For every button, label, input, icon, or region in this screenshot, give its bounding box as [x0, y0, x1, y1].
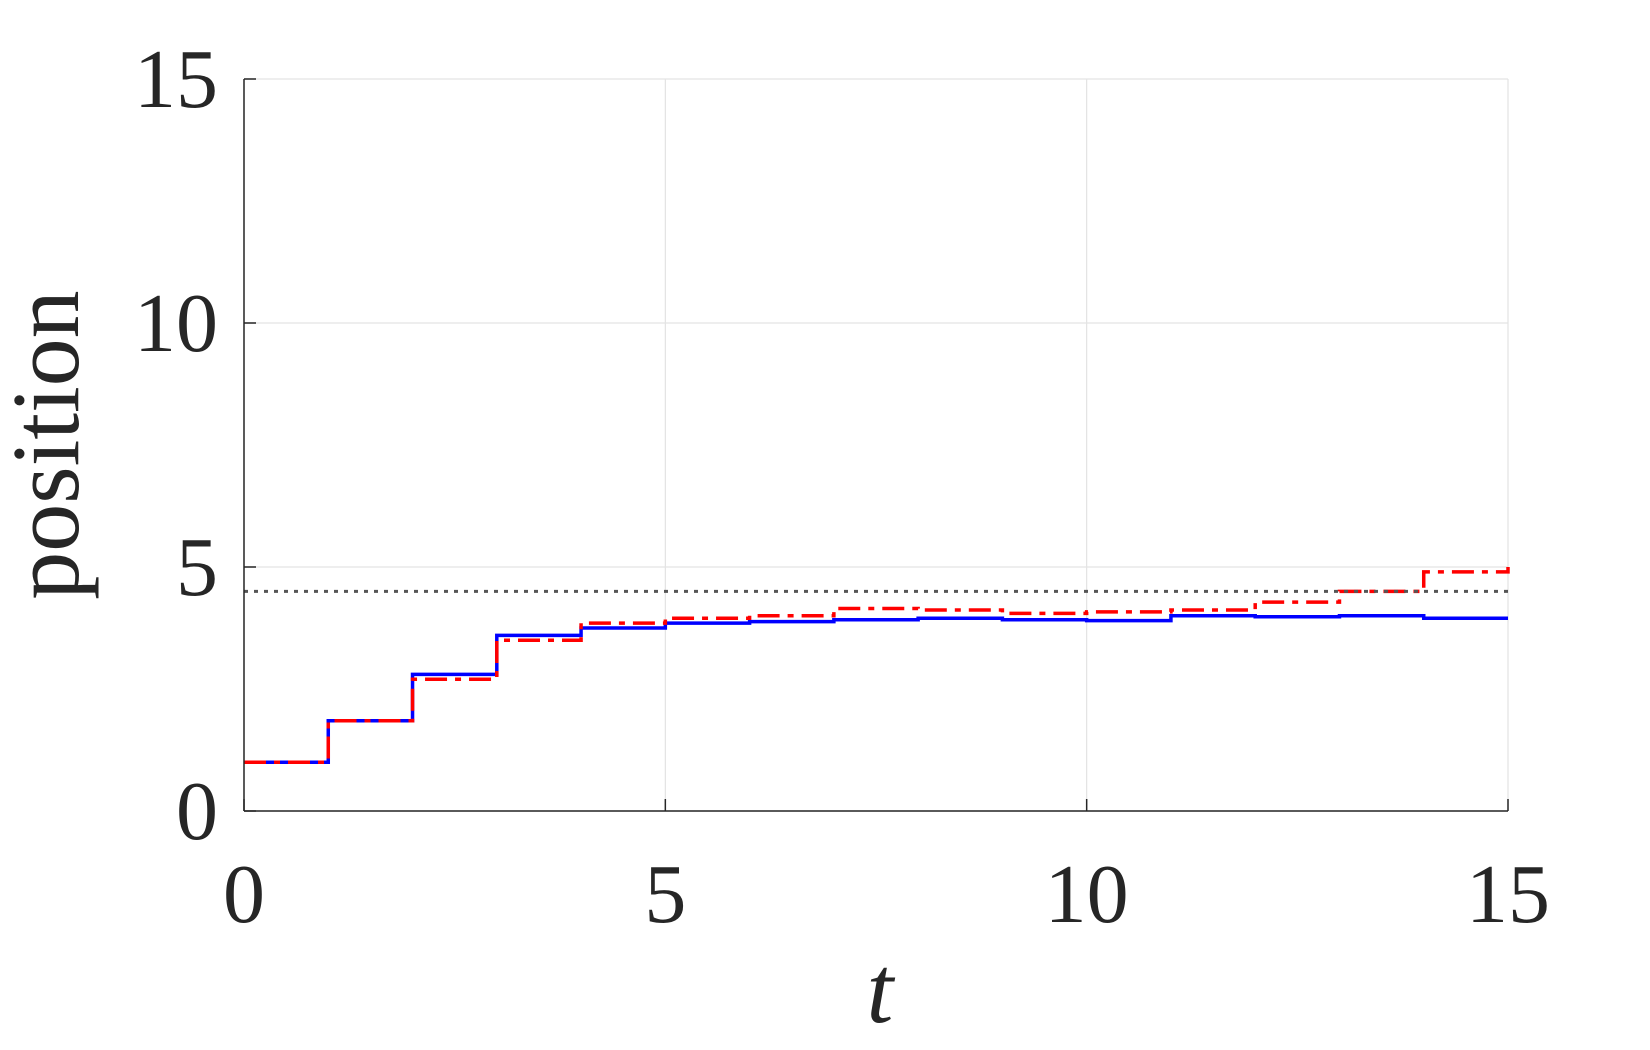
x-tick-label: 10 [1045, 848, 1129, 941]
x-tick-label: 15 [1466, 848, 1550, 941]
y-tick-labels: 0 5 10 15 [134, 33, 218, 858]
x-tick-labels: 0 5 10 15 [223, 848, 1550, 941]
y-axis-title: position [0, 290, 99, 599]
y-tick-label: 15 [134, 33, 218, 126]
y-tick-label: 10 [134, 277, 218, 370]
x-tick-label: 0 [223, 848, 265, 941]
grid-lines [243, 78, 1509, 812]
axes [243, 78, 1509, 812]
x-tick-label: 5 [644, 848, 686, 941]
y-tick-label: 5 [176, 521, 218, 614]
series-line-0 [244, 614, 1508, 764]
x-axis-title: t [867, 936, 896, 1043]
series-lines [244, 567, 1510, 764]
series-line-1 [244, 567, 1510, 764]
y-tick-label: 0 [176, 765, 218, 858]
